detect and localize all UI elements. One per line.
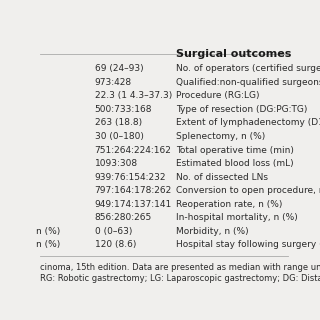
Text: 263 (18.8): 263 (18.8) <box>95 118 142 127</box>
Text: 856:280:265: 856:280:265 <box>95 213 152 222</box>
Text: 949:174:137:141: 949:174:137:141 <box>95 200 172 209</box>
Text: Estimated blood loss (mL): Estimated blood loss (mL) <box>176 159 294 168</box>
Text: 69 (24–93): 69 (24–93) <box>95 64 143 73</box>
Text: cinoma, 15th edition. Data are presented as median with range unless otherwis: cinoma, 15th edition. Data are presented… <box>40 263 320 272</box>
Text: 22.3 (1 4.3–37.3): 22.3 (1 4.3–37.3) <box>95 92 172 100</box>
Text: 120 (8.6): 120 (8.6) <box>95 240 136 250</box>
Text: RG: Robotic gastrectomy; LG: Laparoscopic gastrectomy; DG: Distal gastrec: RG: Robotic gastrectomy; LG: Laparoscopi… <box>40 275 320 284</box>
Text: Reoperation rate, n (%): Reoperation rate, n (%) <box>176 200 283 209</box>
Text: Extent of lymphadenectomy (D1+:I: Extent of lymphadenectomy (D1+:I <box>176 118 320 127</box>
Text: No. of operators (certified surgeon): No. of operators (certified surgeon) <box>176 64 320 73</box>
Text: 973:428: 973:428 <box>95 78 132 87</box>
Text: 1093:308: 1093:308 <box>95 159 138 168</box>
Text: 797:164:178:262: 797:164:178:262 <box>95 186 172 195</box>
Text: No. of dissected LNs: No. of dissected LNs <box>176 173 268 182</box>
Text: Splenectomy, n (%): Splenectomy, n (%) <box>176 132 266 141</box>
Text: Hospital stay following surgery (d): Hospital stay following surgery (d) <box>176 240 320 250</box>
Text: In-hospital mortality, n (%): In-hospital mortality, n (%) <box>176 213 298 222</box>
Text: n (%): n (%) <box>36 240 60 250</box>
Text: Procedure (RG:LG): Procedure (RG:LG) <box>176 92 260 100</box>
Text: Qualified:non-qualified surgeons: Qualified:non-qualified surgeons <box>176 78 320 87</box>
Text: 500:733:168: 500:733:168 <box>95 105 152 114</box>
Text: Type of resection (DG:PG:TG): Type of resection (DG:PG:TG) <box>176 105 308 114</box>
Text: 30 (0–180): 30 (0–180) <box>95 132 143 141</box>
Text: Conversion to open procedure, n (%: Conversion to open procedure, n (% <box>176 186 320 195</box>
Text: n (%): n (%) <box>36 227 60 236</box>
Text: Total operative time (min): Total operative time (min) <box>176 146 294 155</box>
Text: Morbidity, n (%): Morbidity, n (%) <box>176 227 249 236</box>
Text: 751:264:224:162: 751:264:224:162 <box>95 146 172 155</box>
Text: Surgical outcomes: Surgical outcomes <box>176 50 292 60</box>
Text: 0 (0–63): 0 (0–63) <box>95 227 132 236</box>
Text: 939:76:154:232: 939:76:154:232 <box>95 173 166 182</box>
